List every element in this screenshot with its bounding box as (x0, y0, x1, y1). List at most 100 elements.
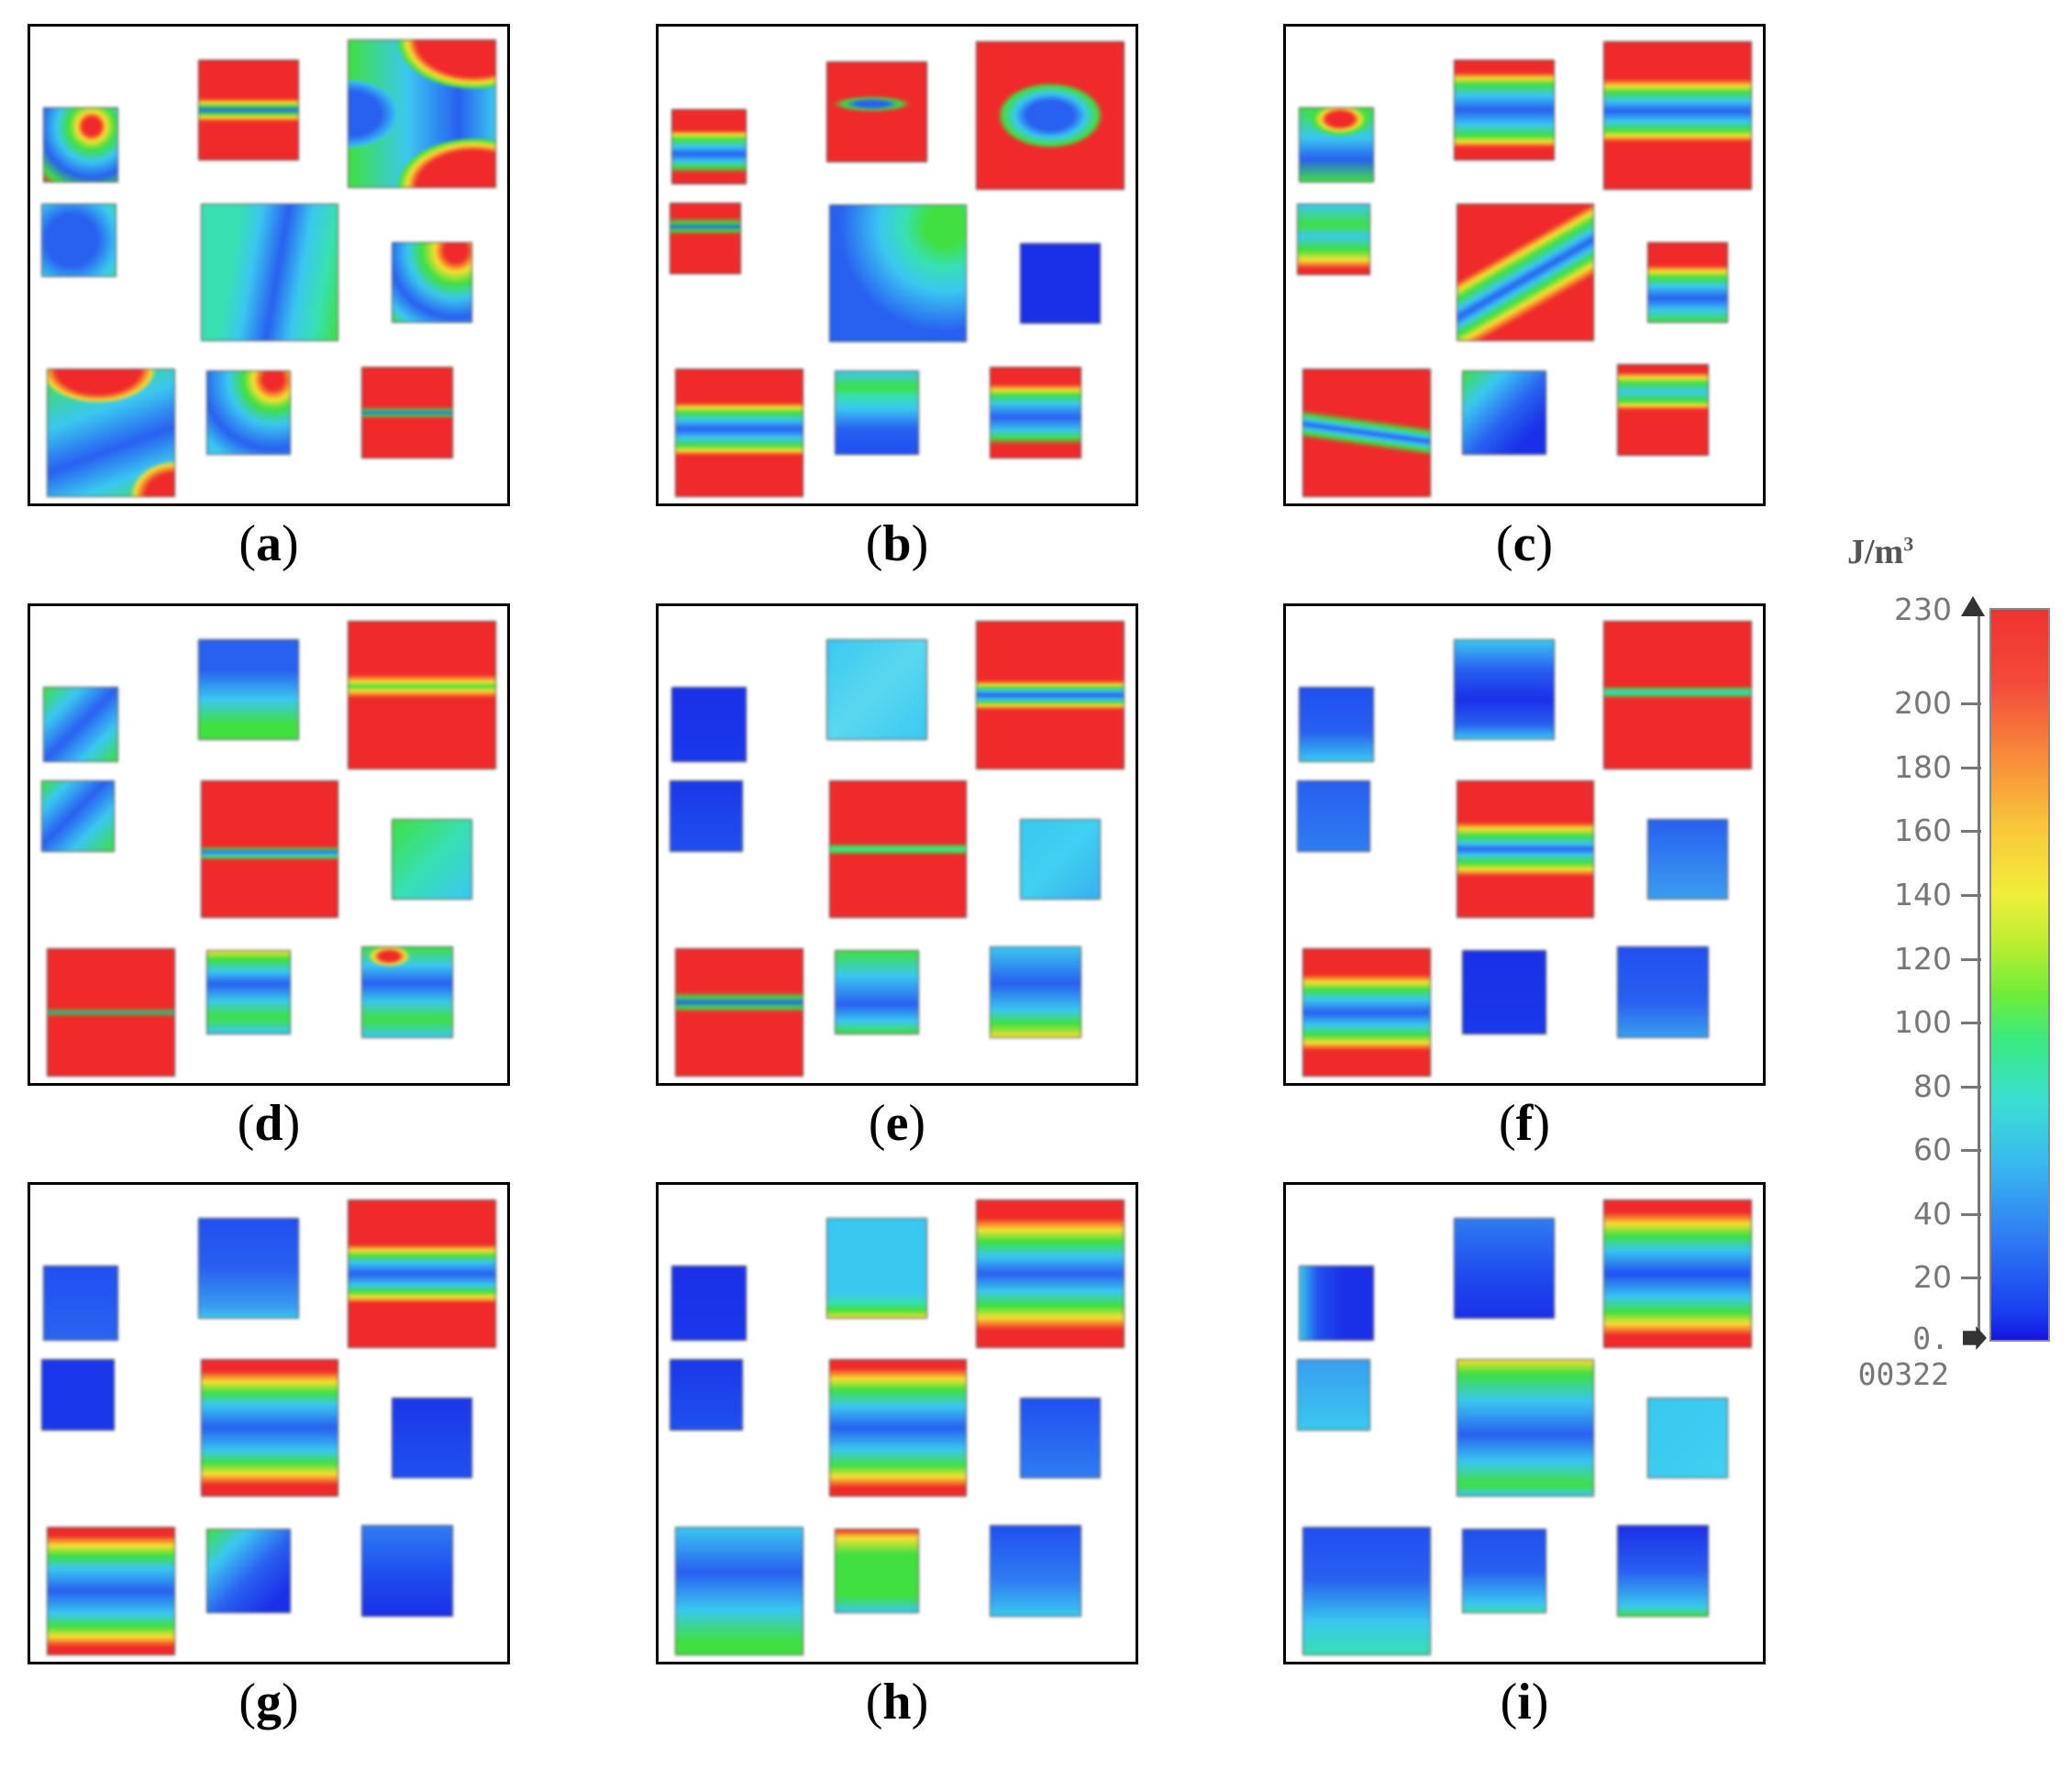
colorbar-gradient (1989, 608, 2050, 1342)
grain-contour (976, 41, 1125, 190)
grain-contour (348, 621, 496, 769)
colorbar-axis (1978, 608, 1980, 1342)
colorbar-tick-label: 180 (1894, 748, 1952, 785)
grain-contour (361, 1525, 453, 1617)
grain-contour (1020, 243, 1101, 324)
grain-contour (835, 370, 919, 455)
grain-contour (392, 242, 472, 323)
grain-contour (670, 1359, 743, 1431)
grain-contour (1299, 1266, 1374, 1341)
grain-contour (670, 780, 743, 852)
grain-contour (1462, 950, 1546, 1034)
grain-contour (361, 946, 453, 1038)
panel-label-b: (b) (865, 515, 929, 572)
grain-contour (1457, 780, 1594, 918)
grain-contour (1457, 1359, 1594, 1497)
colorbar-tick (1961, 957, 1981, 961)
grain-contour (976, 1200, 1125, 1348)
grain-contour (835, 1529, 919, 1613)
colorbar-tick (1961, 1277, 1981, 1280)
grain-contour (671, 687, 747, 762)
grain-contour (835, 950, 919, 1034)
grain-contour (206, 1529, 291, 1613)
grain-contour (1297, 780, 1370, 852)
grain-contour (198, 1218, 299, 1319)
colorbar-tick-label: 20 (1913, 1259, 1952, 1296)
grain-contour (198, 639, 299, 740)
grain-contour (1302, 948, 1431, 1077)
max-arrow-icon (1961, 596, 1985, 616)
colorbar-min-label: 0. 00322 (1857, 1321, 1949, 1392)
panel-label-i: (i) (1500, 1674, 1549, 1730)
grain-contour (1462, 370, 1546, 455)
grain-contour (1297, 1359, 1370, 1431)
grain-contour (826, 639, 927, 740)
colorbar-tick-label: 140 (1894, 877, 1952, 913)
grain-contour (47, 369, 175, 497)
colorbar-unit: J/m3 (1847, 532, 1914, 571)
grain-contour (1603, 621, 1752, 769)
panel-label-d: (d) (237, 1095, 301, 1152)
grain-contour (1617, 1525, 1709, 1617)
grain-contour (41, 1359, 115, 1431)
grain-contour (43, 1266, 118, 1341)
colorbar-tick-label: 160 (1894, 813, 1952, 849)
grain-contour (671, 1266, 747, 1341)
panel-d (28, 603, 510, 1086)
min-arrow-icon (1963, 1326, 1987, 1350)
grain-contour (675, 948, 803, 1077)
grain-contour (1020, 1398, 1101, 1478)
grain-contour (990, 367, 1081, 459)
grain-contour (43, 687, 118, 762)
grain-contour (206, 950, 291, 1034)
grain-contour (1457, 204, 1594, 341)
grain-contour (201, 780, 338, 918)
grain-contour (990, 946, 1081, 1038)
colorbar-tick (1961, 1212, 1981, 1216)
grain-contour (1297, 204, 1370, 275)
grain-contour (829, 205, 967, 342)
grain-contour (1617, 946, 1709, 1038)
colorbar-tick-label: 100 (1894, 1004, 1952, 1041)
colorbar-tick (1961, 1085, 1981, 1089)
grain-contour (1454, 1218, 1555, 1319)
colorbar-tick (1961, 1149, 1981, 1153)
panel-b (656, 24, 1138, 506)
panel-c (1283, 24, 1766, 506)
colorbar-max-label: 230 (1894, 591, 1952, 627)
grain-contour (826, 1218, 927, 1319)
grain-contour (392, 1398, 472, 1478)
grain-contour (1299, 687, 1374, 762)
colorbar-tick-label: 40 (1913, 1195, 1952, 1232)
grain-contour (670, 203, 741, 274)
grain-contour (976, 621, 1125, 769)
grain-contour (361, 367, 453, 459)
panel-h (656, 1182, 1138, 1664)
colorbar-tick (1961, 830, 1981, 834)
grain-contour (1603, 41, 1752, 190)
grain-contour (826, 61, 927, 162)
panel-label-a: (a) (238, 515, 299, 572)
panel-i (1283, 1182, 1766, 1664)
grain-contour (829, 780, 967, 918)
grain-contour (990, 1525, 1081, 1617)
panel-a (28, 24, 510, 506)
panel-label-e: (e) (868, 1095, 926, 1152)
grain-contour (201, 204, 338, 341)
grain-contour (1603, 1200, 1752, 1348)
colorbar-tick (1961, 766, 1981, 769)
grain-contour (47, 948, 175, 1077)
grain-contour (206, 370, 291, 455)
grain-contour (829, 1359, 967, 1497)
grain-contour (348, 39, 496, 188)
grain-contour (1020, 819, 1101, 900)
panel-e (656, 603, 1138, 1086)
grain-contour (41, 204, 116, 277)
grain-contour (1302, 369, 1431, 497)
panel-label-g: (g) (238, 1674, 299, 1730)
colorbar-tick-label: 80 (1913, 1067, 1952, 1104)
panel-label-c: (c) (1495, 515, 1554, 572)
grain-contour (1617, 364, 1709, 456)
grain-contour (198, 60, 299, 160)
panel-g (28, 1182, 510, 1664)
